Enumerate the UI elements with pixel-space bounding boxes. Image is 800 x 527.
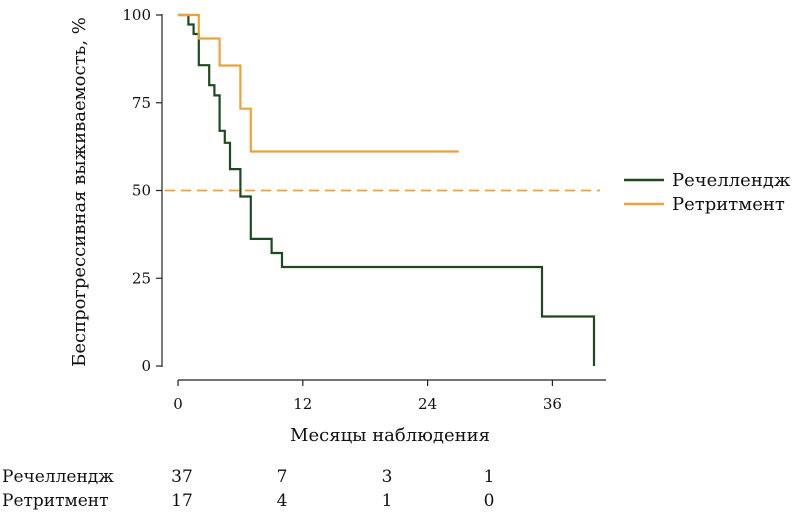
y-tick-label: 100 — [122, 6, 151, 24]
legend-label: Речеллендж — [672, 170, 791, 191]
risk-count: 37 — [171, 467, 193, 487]
risk-count: 7 — [277, 467, 288, 487]
y-axis-title: Беспрогрессивная выживаемость, % — [69, 17, 90, 367]
axis-ticks: 0 25 50 75 100 0 12 24 36 — [122, 6, 562, 413]
y-tick-label: 0 — [141, 357, 151, 375]
curve-Ретритмент — [178, 13, 459, 153]
x-tick-label: 36 — [543, 395, 562, 413]
axes — [161, 14, 606, 381]
risk-count: 3 — [382, 467, 393, 487]
risk-count: 1 — [484, 467, 495, 487]
x-tick-label: 24 — [418, 395, 437, 413]
risk-count: 4 — [277, 491, 288, 511]
y-tick-label: 50 — [132, 182, 151, 200]
numbers-at-risk-table: Речеллендж 37 7 3 1 Ретритмент 17 4 1 0 — [2, 467, 494, 511]
risk-count: 1 — [382, 491, 393, 511]
legend-label: Ретритмент — [672, 194, 785, 215]
legend: Речеллендж Ретритмент — [624, 170, 791, 215]
curve-Речеллендж — [178, 13, 596, 366]
x-tick-label: 0 — [173, 395, 183, 413]
risk-row-label: Ретритмент — [2, 491, 109, 511]
survival-curves — [178, 13, 596, 366]
risk-row-label: Речеллендж — [2, 467, 114, 487]
y-tick-label: 25 — [132, 269, 151, 287]
x-tick-label: 12 — [293, 395, 312, 413]
risk-count: 0 — [484, 491, 495, 511]
x-axis-title: Месяцы наблюдения — [290, 425, 490, 446]
risk-count: 17 — [171, 491, 193, 511]
y-tick-label: 75 — [132, 94, 151, 112]
